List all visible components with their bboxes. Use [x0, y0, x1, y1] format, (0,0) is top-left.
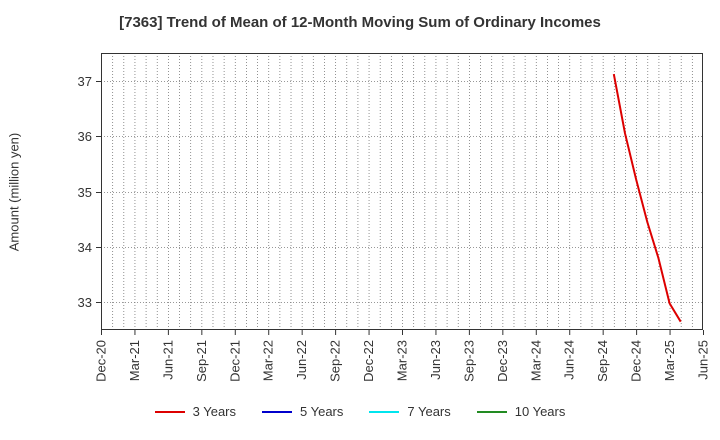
legend-swatch-3-years [154, 410, 185, 413]
legend-item: 5 Years [262, 404, 343, 419]
x-tick-label: Dec-20 [94, 340, 109, 382]
y-tick-label: 37 [78, 74, 92, 89]
legend-label: 3 Years [192, 404, 236, 419]
legend-swatch-10-years [476, 410, 507, 413]
series-line-3-years [612, 73, 682, 323]
x-tick-label: Mar-24 [528, 340, 543, 381]
x-tick-label: Mar-23 [395, 340, 410, 381]
legend-label: 10 Years [514, 404, 566, 419]
legend-item: 10 Years [476, 404, 566, 419]
x-tick-label: Mar-22 [261, 340, 276, 381]
x-tick-label: Dec-21 [227, 340, 242, 382]
x-tick-label: Dec-22 [361, 340, 376, 382]
x-tick-label: Dec-24 [629, 340, 644, 382]
legend-item: 3 Years [154, 404, 236, 419]
x-tick-label: Dec-23 [495, 340, 510, 382]
legend-label: 7 Years [407, 404, 451, 419]
x-tick-label: Sep-23 [461, 340, 476, 382]
legend-swatch-7-years [369, 410, 400, 413]
x-tick-label: Jun-21 [160, 340, 175, 380]
x-tick-label: Sep-21 [194, 340, 209, 382]
chart-title: [7363] Trend of Mean of 12-Month Moving … [119, 14, 601, 31]
legend: 3 Years 5 Years 7 Years 10 Years [0, 404, 720, 419]
x-tick-label: Jun-23 [428, 340, 443, 380]
x-tick-label: Jun-25 [696, 340, 711, 380]
x-tick-label: Jun-24 [562, 340, 577, 380]
plot-frame [101, 53, 703, 330]
x-tick-label: Mar-21 [127, 340, 142, 381]
x-tick-label: Sep-24 [595, 340, 610, 382]
x-tick-label: Sep-22 [328, 340, 343, 382]
x-tick-label: Mar-25 [662, 340, 677, 381]
legend-item: 7 Years [369, 404, 451, 419]
legend-label: 5 Years [300, 404, 344, 419]
y-tick-label: 35 [78, 185, 92, 200]
y-tick-label: 33 [78, 295, 92, 310]
chart-plot: 33 34 35 36 37 Dec-20 Mar-21 Jun-21 Sep-21 Dec-21… [78, 53, 711, 382]
y-tick-label: 36 [78, 129, 92, 144]
legend-swatch-5-years [262, 410, 292, 413]
y-tick-label: 34 [78, 240, 92, 255]
x-tick-label: Jun-22 [294, 340, 309, 380]
